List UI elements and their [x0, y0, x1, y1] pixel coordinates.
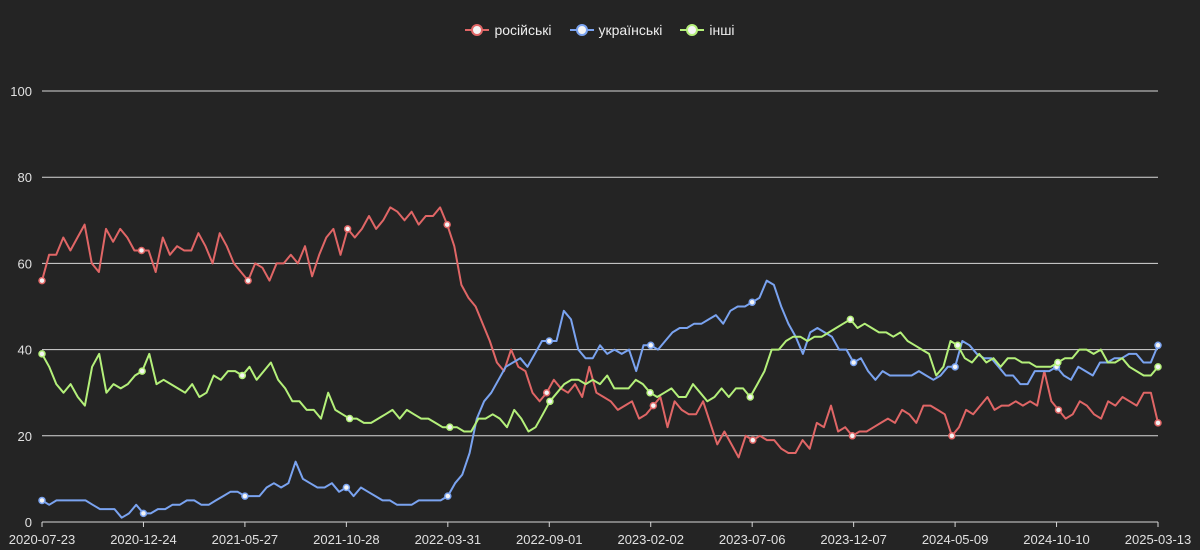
data-point-ukrainian[interactable] — [748, 298, 756, 306]
data-point-ukrainian[interactable] — [545, 337, 554, 345]
data-point-russian[interactable] — [244, 276, 252, 285]
legend-item-russian[interactable]: російські — [465, 22, 552, 38]
data-point-other[interactable] — [846, 315, 855, 324]
y-tick-label: 60 — [18, 256, 32, 271]
y-grid — [42, 90, 1158, 523]
data-point-ukrainian[interactable] — [139, 509, 148, 518]
data-point-ukrainian[interactable] — [951, 363, 959, 371]
x-tick-label: 2023-02-02 — [617, 532, 684, 547]
x-tick-label: 2024-05-09 — [922, 532, 989, 547]
x-tick-label: 2023-07-06 — [719, 532, 786, 547]
data-point-other[interactable] — [746, 393, 754, 401]
x-tick-label: 2020-12-24 — [110, 532, 177, 547]
x-axis: 2020-07-23 2020-12-24 2021-05-27 2021-10-28… — [9, 521, 1192, 547]
legend-item-other[interactable]: інші — [680, 22, 735, 38]
y-axis-labels: 0 20 40 60 80 100 — [10, 84, 32, 530]
legend-marker-other — [680, 23, 705, 37]
legend-label-other: інші — [709, 22, 735, 38]
series-line-russian — [41, 206, 1159, 459]
data-point-ukrainian[interactable] — [241, 492, 249, 500]
y-tick-label: 80 — [18, 170, 32, 185]
data-point-other[interactable] — [1154, 363, 1162, 371]
data-point-russian[interactable] — [542, 388, 551, 397]
legend-marker-russian — [465, 23, 490, 37]
x-tick-label: 2023-12-07 — [820, 532, 887, 547]
data-point-russian[interactable] — [1054, 406, 1063, 414]
x-tick-label: 2021-05-27 — [212, 532, 279, 547]
legend-marker-ukrainian — [569, 23, 594, 37]
data-point-ukrainian[interactable] — [849, 358, 858, 367]
series-line-ukrainian — [41, 279, 1159, 519]
data-point-ukrainian[interactable] — [342, 483, 351, 492]
y-tick-label: 40 — [18, 343, 32, 358]
data-point-ukrainian[interactable] — [1154, 341, 1162, 350]
data-point-other[interactable] — [38, 350, 46, 358]
data-point-other[interactable] — [345, 414, 354, 423]
legend-label-russian: російські — [494, 22, 552, 38]
x-tick-label: 2020-07-23 — [9, 532, 76, 547]
data-point-russian[interactable] — [38, 276, 46, 285]
data-point-other[interactable] — [953, 341, 962, 350]
y-tick-label: 20 — [18, 429, 32, 444]
x-tick-label: 2021-10-28 — [313, 532, 380, 547]
data-point-other[interactable] — [646, 388, 654, 397]
data-point-ukrainian[interactable] — [444, 492, 452, 500]
data-point-russian[interactable] — [1154, 419, 1162, 427]
data-point-russian[interactable] — [848, 432, 857, 440]
series-lines — [38, 206, 1162, 519]
y-tick-label: 100 — [10, 84, 32, 99]
y-tick-label: 0 — [25, 515, 32, 530]
data-point-russian[interactable] — [749, 436, 757, 444]
x-tick-label: 2024-10-10 — [1023, 532, 1090, 547]
data-point-russian[interactable] — [948, 432, 956, 440]
data-point-other[interactable] — [138, 367, 146, 375]
series-line-other — [41, 318, 1159, 433]
data-point-ukrainian[interactable] — [38, 496, 46, 505]
data-point-other[interactable] — [238, 371, 247, 380]
x-tick-label: 2022-03-31 — [415, 532, 482, 547]
data-point-other[interactable] — [446, 423, 454, 431]
legend-item-ukrainian[interactable]: українські — [569, 22, 663, 38]
data-point-russian[interactable] — [443, 220, 451, 229]
data-point-other[interactable] — [1054, 358, 1062, 367]
legend: російські українські інші — [0, 22, 1200, 38]
data-point-russian[interactable] — [343, 225, 352, 233]
legend-label-ukrainian: українські — [598, 22, 663, 38]
x-tick-label: 2025-03-13 — [1125, 532, 1192, 547]
data-point-russian[interactable] — [137, 246, 146, 255]
data-point-other[interactable] — [546, 397, 554, 406]
data-point-russian[interactable] — [649, 401, 658, 410]
data-point-ukrainian[interactable] — [646, 341, 655, 350]
x-tick-label: 2022-09-01 — [516, 532, 583, 547]
